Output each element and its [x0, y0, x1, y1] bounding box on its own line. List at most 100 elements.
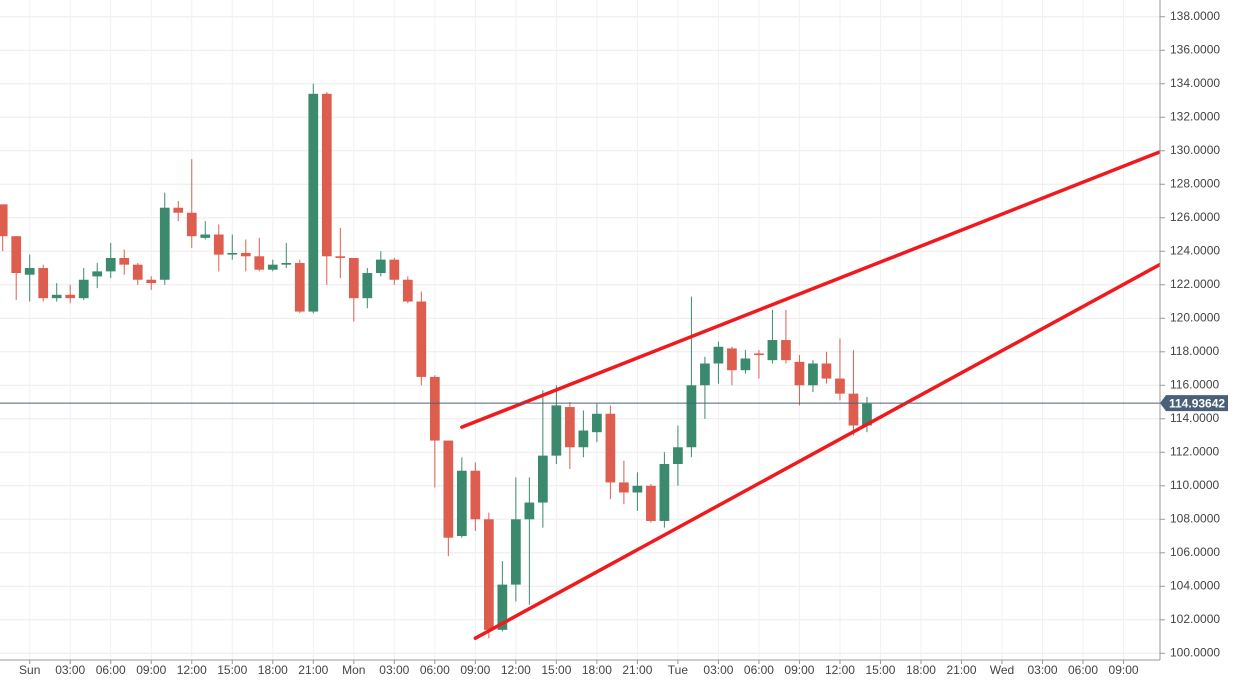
candle-body — [348, 257, 359, 299]
candle-body — [429, 376, 440, 441]
candle-body — [578, 430, 589, 448]
x-tick-label: Mon — [342, 663, 365, 677]
x-tick-label: 18:00 — [582, 663, 612, 677]
candle-body — [146, 279, 157, 284]
x-tick-label: 09:00 — [460, 663, 490, 677]
candle-body — [0, 204, 8, 237]
candle-body — [659, 464, 670, 521]
candle-body — [510, 519, 521, 585]
candle-body — [646, 485, 656, 521]
candle-body — [186, 212, 197, 237]
x-tick-label: 06:00 — [96, 663, 126, 677]
candle-body — [24, 268, 35, 275]
candle-body — [105, 257, 116, 272]
candle-body — [78, 279, 89, 299]
candle-body — [619, 482, 629, 493]
candle-body — [524, 502, 535, 520]
x-tick-label: 12:00 — [177, 663, 207, 677]
x-tick-label: Wed — [990, 663, 1014, 677]
candle-body — [132, 264, 143, 280]
candle-body — [821, 363, 832, 379]
candle-body — [767, 340, 778, 361]
y-tick-label: 126.0000 — [1170, 210, 1220, 224]
y-tick-label: 134.0000 — [1170, 76, 1220, 90]
candle-body — [213, 234, 224, 255]
candle-body — [294, 262, 305, 312]
y-tick-label: 132.0000 — [1170, 109, 1220, 123]
x-tick-label: 03:00 — [703, 663, 733, 677]
grid — [0, 0, 1160, 660]
x-tick-label: 15:00 — [217, 663, 247, 677]
candle-body — [551, 405, 562, 456]
x-tick-label: 09:00 — [1109, 663, 1139, 677]
x-tick-label: 18:00 — [906, 663, 936, 677]
candle-body — [362, 273, 373, 299]
y-tick-label: 136.0000 — [1170, 42, 1220, 56]
candle-body — [51, 294, 62, 299]
candle-body — [632, 485, 643, 493]
candle-body — [497, 584, 508, 630]
candle-body — [565, 407, 575, 448]
candle-body — [794, 361, 805, 386]
x-tick-label: 06:00 — [420, 663, 450, 677]
y-tick-label: 124.0000 — [1170, 243, 1220, 257]
axes: 100.0000 102.0000 104.0000 106.0000 108.0000… — [0, 0, 1228, 677]
candle-body — [119, 257, 130, 265]
candle-body — [200, 234, 211, 238]
y-tick-label: 122.0000 — [1170, 277, 1220, 291]
x-tick-label: 15:00 — [865, 663, 895, 677]
x-tick-label: 03:00 — [1027, 663, 1057, 677]
candle-body — [808, 363, 818, 386]
candle-body — [321, 93, 332, 257]
y-tick-label: 114.0000 — [1170, 411, 1219, 425]
x-tick-label: 12:00 — [501, 663, 531, 677]
y-tick-label: 102.0000 — [1170, 612, 1220, 626]
trendline — [473, 262, 1160, 640]
candle-body — [483, 519, 494, 630]
x-tick-label: 21:00 — [946, 663, 976, 677]
candle-body — [862, 403, 872, 426]
x-tick-label: 06:00 — [1068, 663, 1098, 677]
x-tick-label: Sun — [19, 663, 40, 677]
x-tick-label: 21:00 — [622, 663, 652, 677]
candle-body — [254, 256, 265, 270]
x-tick-label: 09:00 — [136, 663, 166, 677]
y-tick-label: 116.0000 — [1170, 377, 1219, 391]
candle-body — [335, 256, 346, 258]
candle-body — [240, 252, 251, 257]
candle-body — [781, 340, 791, 361]
candle-body — [848, 393, 859, 426]
trendline — [460, 149, 1160, 429]
candle-body — [456, 470, 467, 537]
candle-body — [673, 447, 683, 465]
candle-body — [538, 455, 548, 503]
candle-body — [686, 385, 697, 448]
candle-body — [443, 440, 454, 538]
candle-body — [713, 346, 724, 364]
x-tick-label: 15:00 — [541, 663, 571, 677]
x-tick-label: 06:00 — [744, 663, 774, 677]
y-tick-label: 104.0000 — [1170, 578, 1220, 592]
x-tick-label: 18:00 — [258, 663, 288, 677]
candle-body — [416, 301, 427, 377]
candle-body — [402, 279, 413, 302]
candle-body — [835, 378, 845, 394]
candle-body — [65, 294, 76, 299]
candle-body — [754, 353, 764, 356]
candle-body — [11, 236, 22, 274]
candle-body — [267, 264, 278, 270]
candle-body — [740, 358, 751, 371]
y-tick-label: 110.0000 — [1170, 478, 1219, 492]
candle-body — [281, 262, 292, 265]
plot-area — [0, 83, 1160, 640]
y-tick-label: 100.0000 — [1170, 645, 1220, 659]
x-tick-label: 03:00 — [55, 663, 85, 677]
candle-body — [470, 470, 481, 520]
candle-body — [389, 259, 400, 280]
last-price-label: 114.93642 — [1169, 396, 1225, 410]
candle-body — [227, 252, 238, 255]
candle-body — [375, 259, 386, 274]
x-tick-label: 03:00 — [379, 663, 409, 677]
last-price-tag — [1160, 395, 1228, 412]
candle-body — [38, 268, 49, 299]
